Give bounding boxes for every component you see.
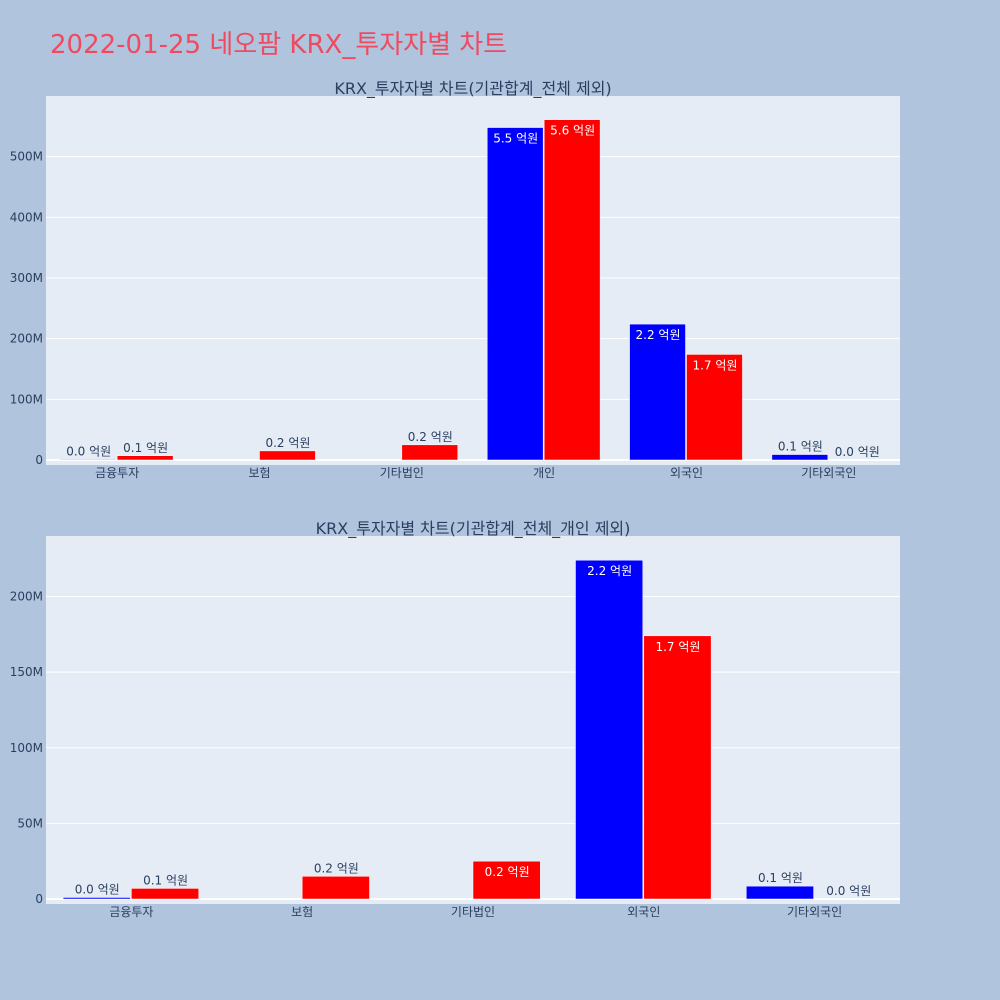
bar xyxy=(643,635,712,900)
chart-1: 0 100M 200M 300M 400M 500M KRX_투자자별 차트(기관합계_전체… xyxy=(10,79,900,480)
x-tick-label: 기타외국인 xyxy=(787,905,842,919)
y-tick-label: 500M xyxy=(10,150,43,164)
data-label: 0.0 억원 xyxy=(826,884,871,898)
y-tick-label: 200M xyxy=(10,332,43,346)
data-label: 5.6 억원 xyxy=(550,124,595,138)
bar xyxy=(116,455,174,461)
bar xyxy=(301,876,370,900)
y-tick-label: 100M xyxy=(10,392,43,406)
plot-area xyxy=(46,96,900,465)
data-label: 0.1 억원 xyxy=(758,871,803,885)
bar xyxy=(629,323,686,461)
bar xyxy=(259,450,316,461)
chart-title: KRX_투자자별 차트(기관합계_전체_개인 제외) xyxy=(316,519,631,539)
data-label: 0.1 억원 xyxy=(143,873,188,887)
x-tick-label: 기타외국인 xyxy=(801,466,856,480)
data-label: 2.2 억원 xyxy=(587,564,632,578)
data-label: 0.2 억원 xyxy=(314,861,359,875)
y-tick-label: 400M xyxy=(10,210,43,224)
x-tick-label: 외국인 xyxy=(670,466,703,480)
y-tick-label: 0 xyxy=(35,892,43,906)
bar xyxy=(131,888,199,900)
x-tick-label: 기타법인 xyxy=(451,905,495,919)
bar xyxy=(686,354,743,461)
data-label: 0.2 억원 xyxy=(408,430,453,444)
chart-2: 0 50M 100M 150M 200M KRX_투자자별 차트(기관합계_전체_개인 제… xyxy=(10,519,900,919)
bar xyxy=(472,860,541,900)
chart-title: KRX_투자자별 차트(기관합계_전체 제외) xyxy=(334,79,611,99)
bar xyxy=(401,444,459,461)
x-tick-label: 기타법인 xyxy=(380,466,424,480)
y-tick-label: 50M xyxy=(17,816,43,830)
plot-area xyxy=(46,536,900,904)
bar xyxy=(575,559,644,900)
y-tick-label: 300M xyxy=(10,271,43,285)
bar xyxy=(62,897,131,900)
bar xyxy=(543,119,601,461)
data-label: 0.2 억원 xyxy=(485,865,530,879)
data-label: 1.7 억원 xyxy=(655,640,700,654)
data-label: 0.0 억원 xyxy=(66,444,111,458)
data-label: 0.1 억원 xyxy=(123,441,168,455)
data-label: 2.2 억원 xyxy=(636,328,681,342)
data-label: 0.0 억원 xyxy=(75,882,120,896)
y-tick-label: 100M xyxy=(10,741,43,755)
bar xyxy=(771,454,829,461)
y-tick-label: 150M xyxy=(10,665,43,679)
data-label: 0.0 억원 xyxy=(835,445,880,459)
data-label: 0.2 억원 xyxy=(265,436,310,450)
data-label: 5.5 억원 xyxy=(493,132,538,146)
x-tick-label: 금융투자 xyxy=(95,466,139,480)
bar xyxy=(59,459,117,461)
bar xyxy=(486,127,544,461)
y-tick-label: 200M xyxy=(10,590,43,604)
x-tick-label: 보험 xyxy=(248,466,270,480)
y-tick-label: 0 xyxy=(35,453,43,467)
x-tick-label: 외국인 xyxy=(627,905,660,919)
x-tick-label: 금융투자 xyxy=(109,905,153,919)
page-title: 2022-01-25 네오팜 KRX_투자자별 차트 xyxy=(50,30,508,60)
data-label: 0.1 억원 xyxy=(778,440,823,454)
x-tick-label: 개인 xyxy=(533,466,555,480)
x-tick-label: 보험 xyxy=(291,905,313,919)
bar xyxy=(746,885,814,900)
data-label: 1.7 억원 xyxy=(692,358,737,372)
